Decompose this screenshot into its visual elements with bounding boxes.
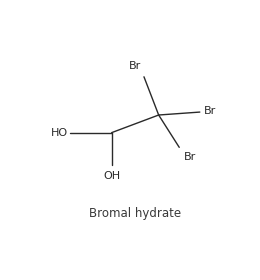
Text: OH: OH [103,171,120,181]
Text: HO: HO [50,128,68,138]
Text: Br: Br [204,106,217,116]
Text: Br: Br [184,152,196,162]
Text: Bromal hydrate: Bromal hydrate [89,207,181,220]
Text: Br: Br [129,61,141,71]
